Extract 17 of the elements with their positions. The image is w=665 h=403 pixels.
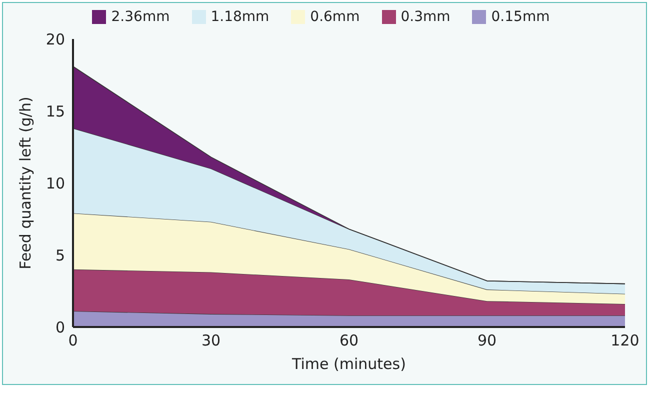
x-tick-label: 60: [339, 332, 359, 350]
legend-label: 2.36mm: [110, 9, 170, 25]
y-axis-title: Feed quantity left (g/h): [16, 96, 34, 270]
legend-label: 0.6mm: [309, 9, 360, 25]
legend-label: 0.15mm: [490, 9, 550, 25]
legend-label: 0.3mm: [400, 9, 450, 25]
y-tick-label: 0: [55, 318, 65, 336]
y-tick-label: 15: [46, 102, 65, 120]
x-tick-label: 30: [201, 332, 221, 350]
x-tick-label: 90: [477, 332, 497, 350]
x-axis-title: Time (minutes): [291, 355, 406, 373]
y-tick-label: 5: [55, 246, 65, 264]
x-tick-label: 120: [610, 332, 640, 350]
x-tick-label: 0: [68, 332, 78, 350]
y-tick-label: 20: [46, 30, 65, 48]
y-tick-label: 10: [46, 174, 65, 192]
legend-label: 1.18mm: [210, 9, 270, 25]
